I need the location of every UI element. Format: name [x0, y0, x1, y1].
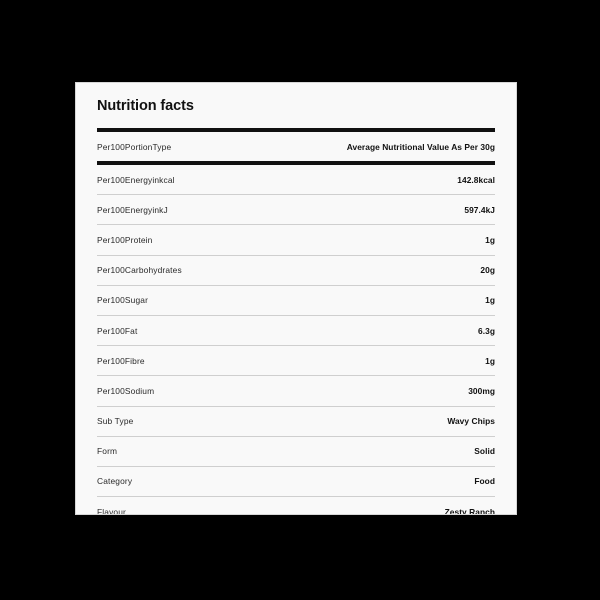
- row-label: Per100Protein: [97, 234, 153, 245]
- table-header-row: Per100PortionType Average Nutritional Va…: [97, 132, 495, 161]
- row-divider: [97, 496, 495, 498]
- row-label: Per100Sugar: [97, 295, 149, 306]
- row-divider: [97, 254, 495, 256]
- table-row: Per100Fat 6.3g: [97, 316, 495, 345]
- table-row: Flavour Zesty Ranch: [97, 497, 495, 515]
- table-row: Per100EnergyinkJ 597.4kJ: [97, 195, 495, 224]
- row-label: Per100Fibre: [97, 355, 145, 366]
- row-value: 1g: [485, 234, 495, 245]
- row-value: 1g: [485, 355, 495, 366]
- table-row: Per100Fibre 1g: [97, 346, 495, 375]
- header-thick-rule: [97, 161, 495, 165]
- page-title: Nutrition facts: [97, 98, 194, 114]
- row-value: Solid: [474, 446, 495, 457]
- row-label: Category: [97, 476, 133, 487]
- row-value: 6.3g: [478, 325, 495, 336]
- row-label: Per100Carbohydrates: [97, 265, 182, 276]
- row-divider: [97, 465, 495, 467]
- row-value: 300mg: [468, 385, 495, 396]
- table-header-label: Per100PortionType: [97, 141, 172, 152]
- row-label: Form: [97, 446, 118, 457]
- table-row: Per100Sodium 300mg: [97, 376, 495, 405]
- row-divider: [97, 314, 495, 316]
- table-row: Category Food: [97, 467, 495, 496]
- table-row: Per100Carbohydrates 20g: [97, 256, 495, 285]
- row-value: 1g: [485, 295, 495, 306]
- row-divider: [97, 284, 495, 286]
- top-thick-rule: [97, 128, 495, 132]
- row-divider: [97, 405, 495, 407]
- card-content: Nutrition facts Per100PortionType Averag…: [76, 83, 516, 514]
- table-row: Form Solid: [97, 437, 495, 466]
- table-row: Per100Sugar 1g: [97, 286, 495, 315]
- nutrition-facts-card: Nutrition facts Per100PortionType Averag…: [75, 82, 517, 515]
- table-row: Per100Protein 1g: [97, 225, 495, 254]
- row-label: Sub Type: [97, 416, 134, 427]
- row-label: Flavour: [97, 506, 126, 515]
- row-value: 142.8kcal: [457, 174, 495, 185]
- table-header-value: Average Nutritional Value As Per 30g: [346, 141, 495, 152]
- row-divider: [97, 375, 495, 377]
- row-divider: [97, 345, 495, 347]
- row-divider: [97, 224, 495, 226]
- row-value: 597.4kJ: [464, 204, 495, 215]
- row-value: Zesty Ranch: [444, 506, 495, 515]
- row-value: 20g: [480, 265, 495, 276]
- row-divider: [97, 435, 495, 437]
- row-label: Per100EnergyinkJ: [97, 204, 168, 215]
- row-divider: [97, 194, 495, 196]
- table-row: Per100Energyinkcal 142.8kcal: [97, 165, 495, 194]
- row-value: Food: [474, 476, 495, 487]
- row-value: Wavy Chips: [447, 416, 495, 427]
- table-row: Sub Type Wavy Chips: [97, 407, 495, 436]
- row-label: Per100Sodium: [97, 385, 155, 396]
- row-label: Per100Energyinkcal: [97, 174, 175, 185]
- nutrition-rows: Per100Energyinkcal 142.8kcal Per100Energyi…: [97, 165, 495, 515]
- row-label: Per100Fat: [97, 325, 138, 336]
